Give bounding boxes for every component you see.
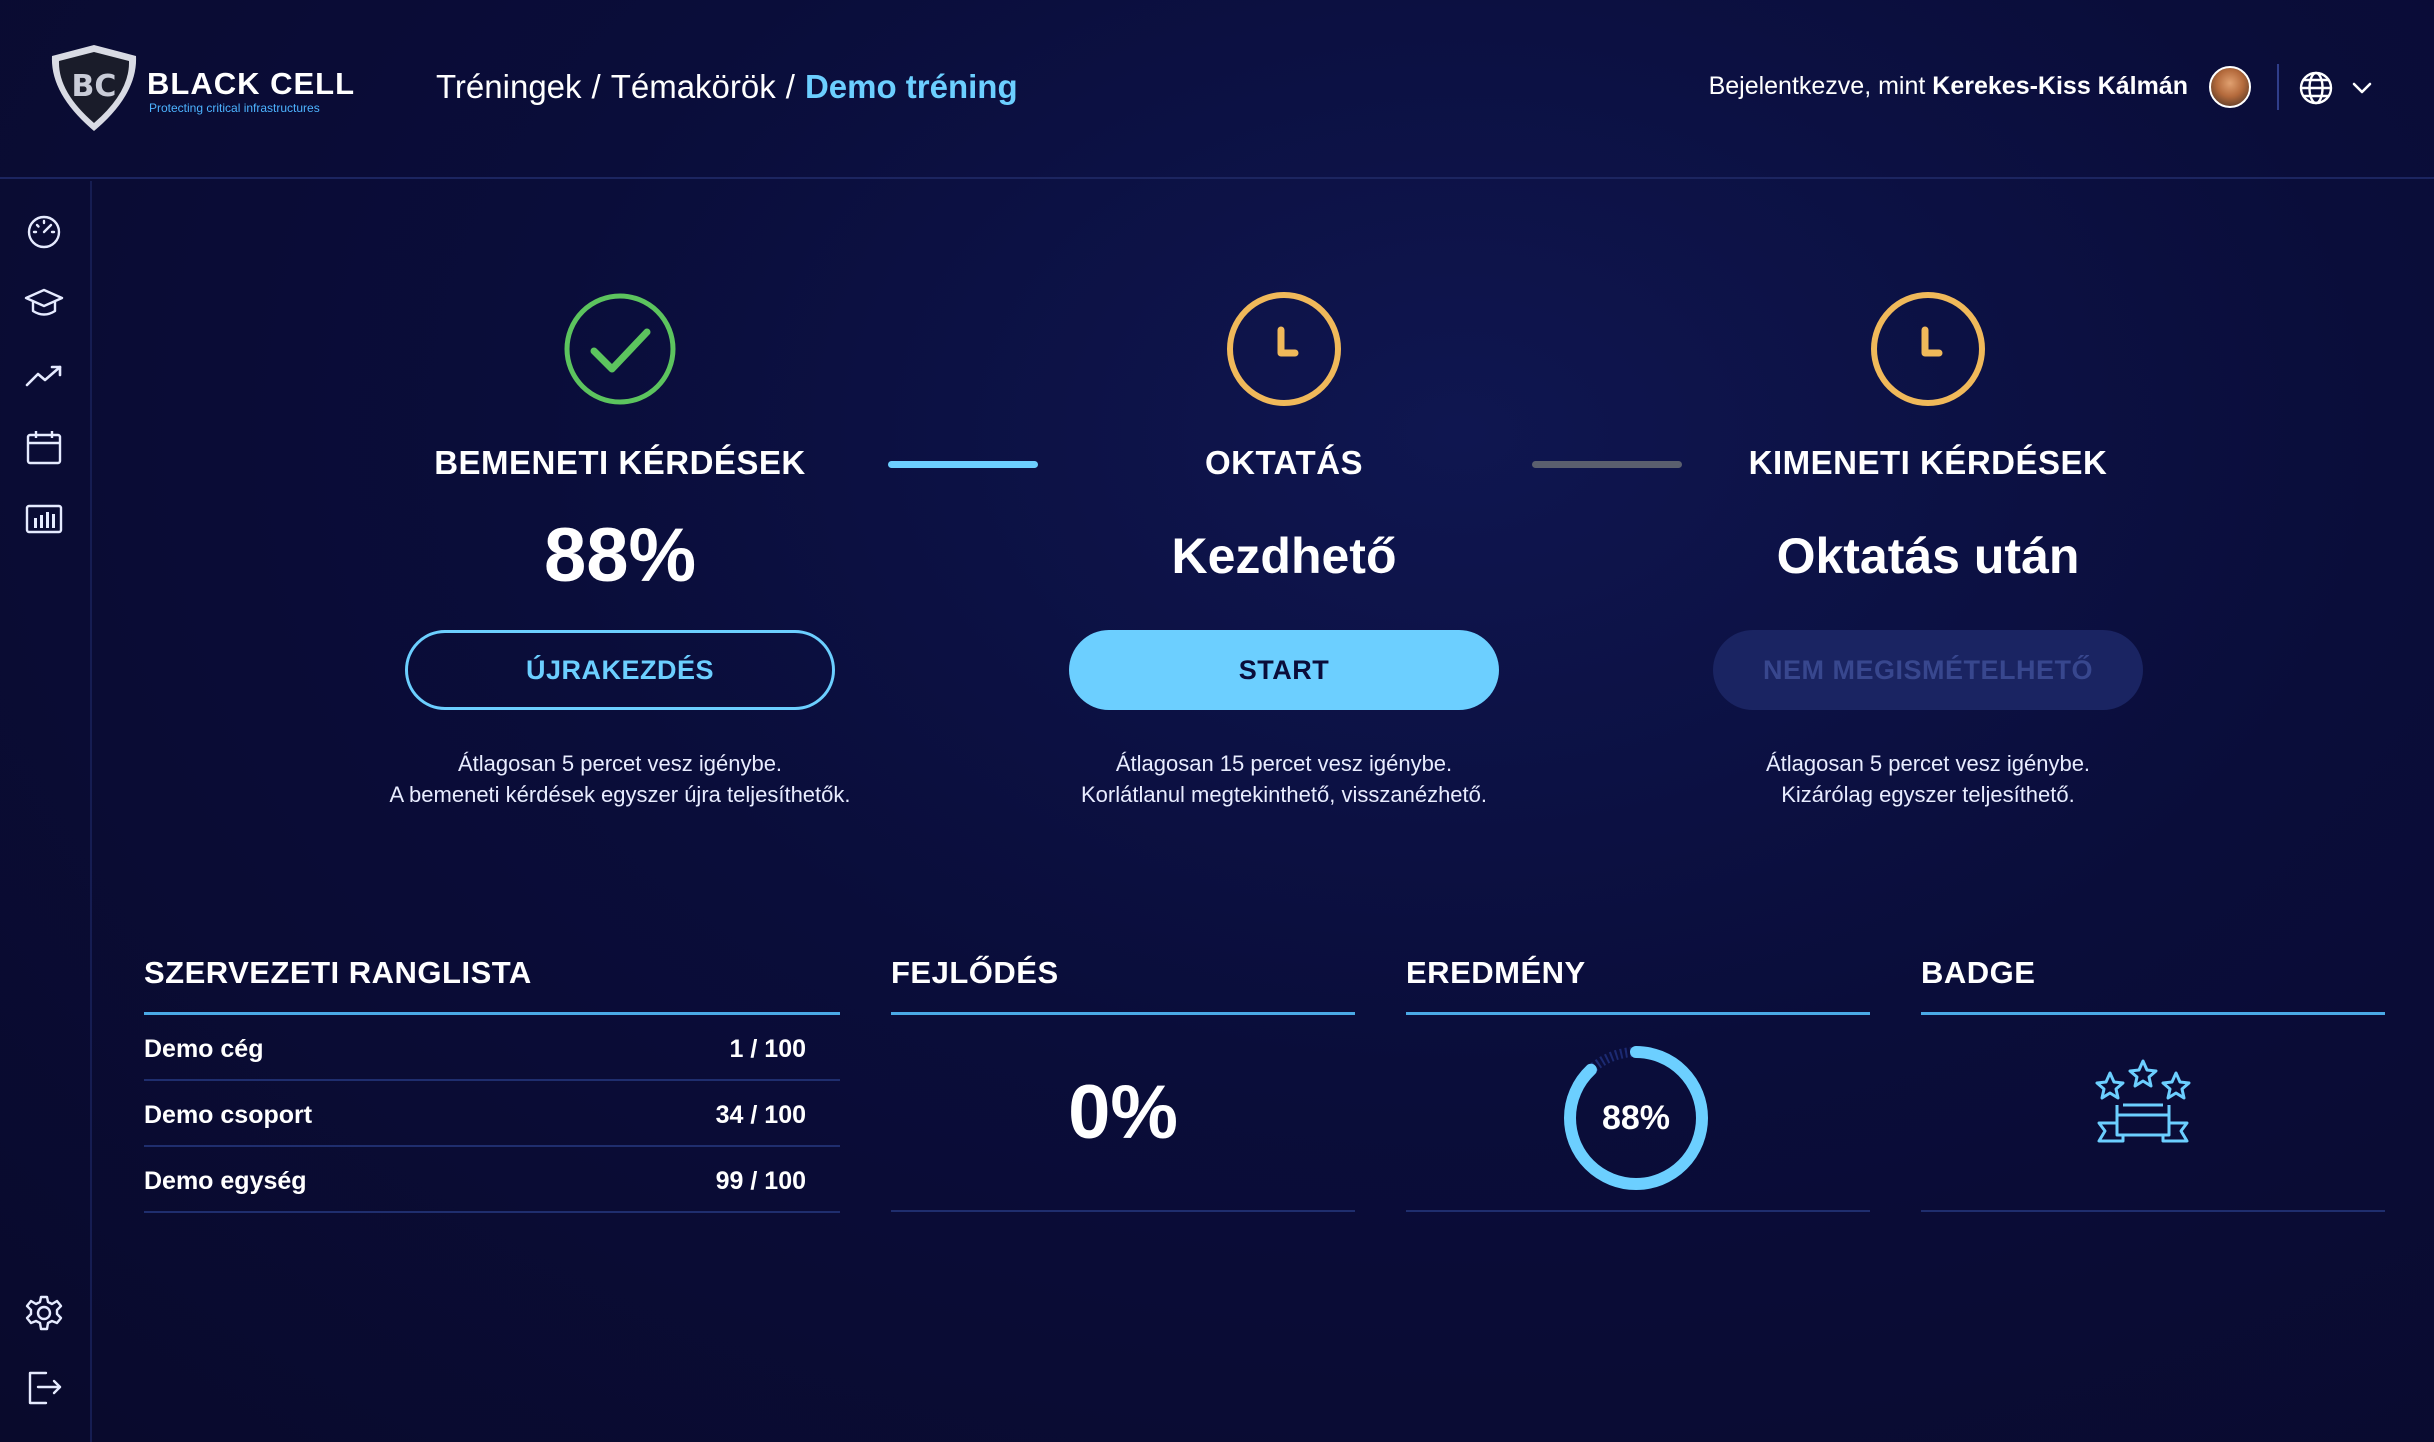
restart-button[interactable]: ÚJRAKEZDÉS: [405, 630, 835, 710]
calendar-icon[interactable]: [24, 427, 64, 467]
progress-box: 0%: [891, 1015, 1355, 1212]
step-status: Oktatás után: [1776, 528, 2080, 584]
step-title: BEMENETI KÉRDÉSEK: [434, 444, 806, 481]
step-title: KIMENETI KÉRDÉSEK: [1748, 444, 2108, 481]
logged-in-text: Bejelentkezve, mint Kerekes-Kiss Kálmán: [1709, 72, 2188, 101]
connector-inactive: [1532, 461, 1682, 468]
panel-divider: [144, 1012, 840, 1015]
sidebar: [0, 181, 92, 1442]
language-selector[interactable]: [2298, 70, 2378, 106]
breadcrumb-trainings[interactable]: Tréningek: [436, 68, 582, 105]
clock-icon: [1871, 292, 1985, 406]
shield-logo-icon: BC: [51, 45, 137, 131]
panel-divider: [891, 1012, 1355, 1015]
badge-box: [1921, 1015, 2385, 1212]
panel-title: SZERVEZETI RANGLISTA: [144, 955, 532, 990]
step-training: OKTATÁS Kezdhető START Átlagosan 15 perc…: [1024, 290, 1544, 810]
step-description-line: Átlagosan 15 percet vesz igénybe.: [1115, 751, 1453, 776]
step-input-questions: BEMENETI KÉRDÉSEK 88% ÚJRAKEZDÉS Átlagos…: [360, 290, 880, 810]
settings-gear-icon[interactable]: [24, 1294, 64, 1334]
result-box: 88%: [1406, 1015, 1870, 1212]
rank-value: 34 / 100: [715, 1101, 806, 1129]
table-row: Demo cég 1 / 100: [144, 1015, 840, 1081]
panel-title: FEJLŐDÉS: [891, 955, 1059, 990]
trend-up-icon[interactable]: [24, 355, 64, 395]
breadcrumb: Tréningek / Témakörök / Demo tréning: [436, 68, 1018, 106]
rank-label: Demo cég: [144, 1035, 264, 1063]
logo-tagline: Protecting critical infrastructures: [149, 101, 320, 115]
user-name: Kerekes-Kiss Kálmán: [1932, 72, 2188, 100]
panel-divider: [1406, 1012, 1870, 1015]
breadcrumb-separator: /: [785, 68, 795, 105]
progress-value: 0%: [1068, 1070, 1178, 1155]
step-description-line: Korlátlanul megtekinthető, visszanézhető…: [1080, 782, 1487, 807]
panel-divider: [1921, 1012, 2385, 1015]
panel-title: BADGE: [1921, 955, 2036, 990]
step-score: 88%: [543, 513, 697, 598]
step-description: Átlagosan 5 percet vesz igénybe. Kizáról…: [1668, 748, 2188, 810]
result-donut-arc: [1564, 1046, 1708, 1190]
rank-value: 99 / 100: [715, 1167, 806, 1195]
step-description-line: A bemeneti kérdések egyszer újra teljesí…: [389, 782, 851, 807]
not-repeatable-button: NEM MEGISMÉTELHETŐ: [1713, 630, 2143, 710]
ranking-panel: SZERVEZETI RANGLISTA Demo cég 1 / 100 De…: [144, 955, 840, 1213]
connector-active: [888, 461, 1038, 468]
graduation-cap-icon[interactable]: [24, 283, 64, 323]
step-description-line: Kizárólag egyszer teljesíthető.: [1781, 782, 2075, 807]
chevron-down-icon: [2352, 82, 2372, 94]
step-title: OKTATÁS: [1204, 444, 1364, 481]
black-cell-logo[interactable]: BC BLACK CELL Protecting critical infras…: [46, 42, 356, 134]
step-description: Átlagosan 5 percet vesz igénybe. A bemen…: [360, 748, 880, 810]
step-output-questions: KIMENETI KÉRDÉSEK Oktatás után NEM MEGIS…: [1668, 290, 2188, 810]
rank-value: 1 / 100: [729, 1035, 806, 1063]
table-row: Demo egység 99 / 100: [144, 1147, 840, 1213]
rank-label: Demo egység: [144, 1167, 307, 1195]
dashboard-gauge-icon[interactable]: [24, 211, 64, 251]
progress-panel: FEJLŐDÉS 0%: [891, 955, 1355, 1212]
panel-title: EREDMÉNY: [1406, 955, 1586, 990]
header-divider: [2277, 64, 2279, 110]
step-description: Átlagosan 15 percet vesz igénybe. Korlát…: [1024, 748, 1544, 810]
logout-icon[interactable]: [24, 1367, 64, 1407]
breadcrumb-topics[interactable]: Témakörök: [610, 68, 776, 105]
bar-chart-icon[interactable]: [24, 499, 64, 539]
start-button[interactable]: START: [1069, 630, 1499, 710]
result-donut-chart: [1564, 1046, 1708, 1190]
result-panel: EREDMÉNY 88%: [1406, 955, 1870, 1212]
step-description-line: Átlagosan 5 percet vesz igénybe.: [457, 751, 783, 776]
logo-name: BLACK CELL: [147, 66, 356, 101]
result-value: 88%: [1601, 1099, 1671, 1137]
globe-icon: [2299, 71, 2372, 105]
rank-label: Demo csoport: [144, 1101, 313, 1129]
breadcrumb-separator: /: [591, 68, 601, 105]
user-area: Bejelentkezve, mint Kerekes-Kiss Kálmán: [1634, 56, 2434, 120]
avatar[interactable]: [2209, 66, 2251, 108]
step-description-line: Átlagosan 5 percet vesz igénybe.: [1765, 751, 2091, 776]
step-status: Kezdhető: [1171, 528, 1397, 584]
clock-icon: [1227, 292, 1341, 406]
check-circle-icon: [564, 293, 676, 405]
logged-in-prefix: Bejelentkezve, mint: [1708, 72, 1926, 100]
top-header: BC BLACK CELL Protecting critical infras…: [0, 0, 2434, 179]
table-row: Demo csoport 34 / 100: [144, 1081, 840, 1147]
logo-mark-text: BC: [72, 69, 117, 104]
badge-panel: BADGE: [1921, 955, 2385, 1212]
badge-stars-icon[interactable]: [2093, 1059, 2193, 1153]
breadcrumb-current: Demo tréning: [804, 68, 1018, 105]
